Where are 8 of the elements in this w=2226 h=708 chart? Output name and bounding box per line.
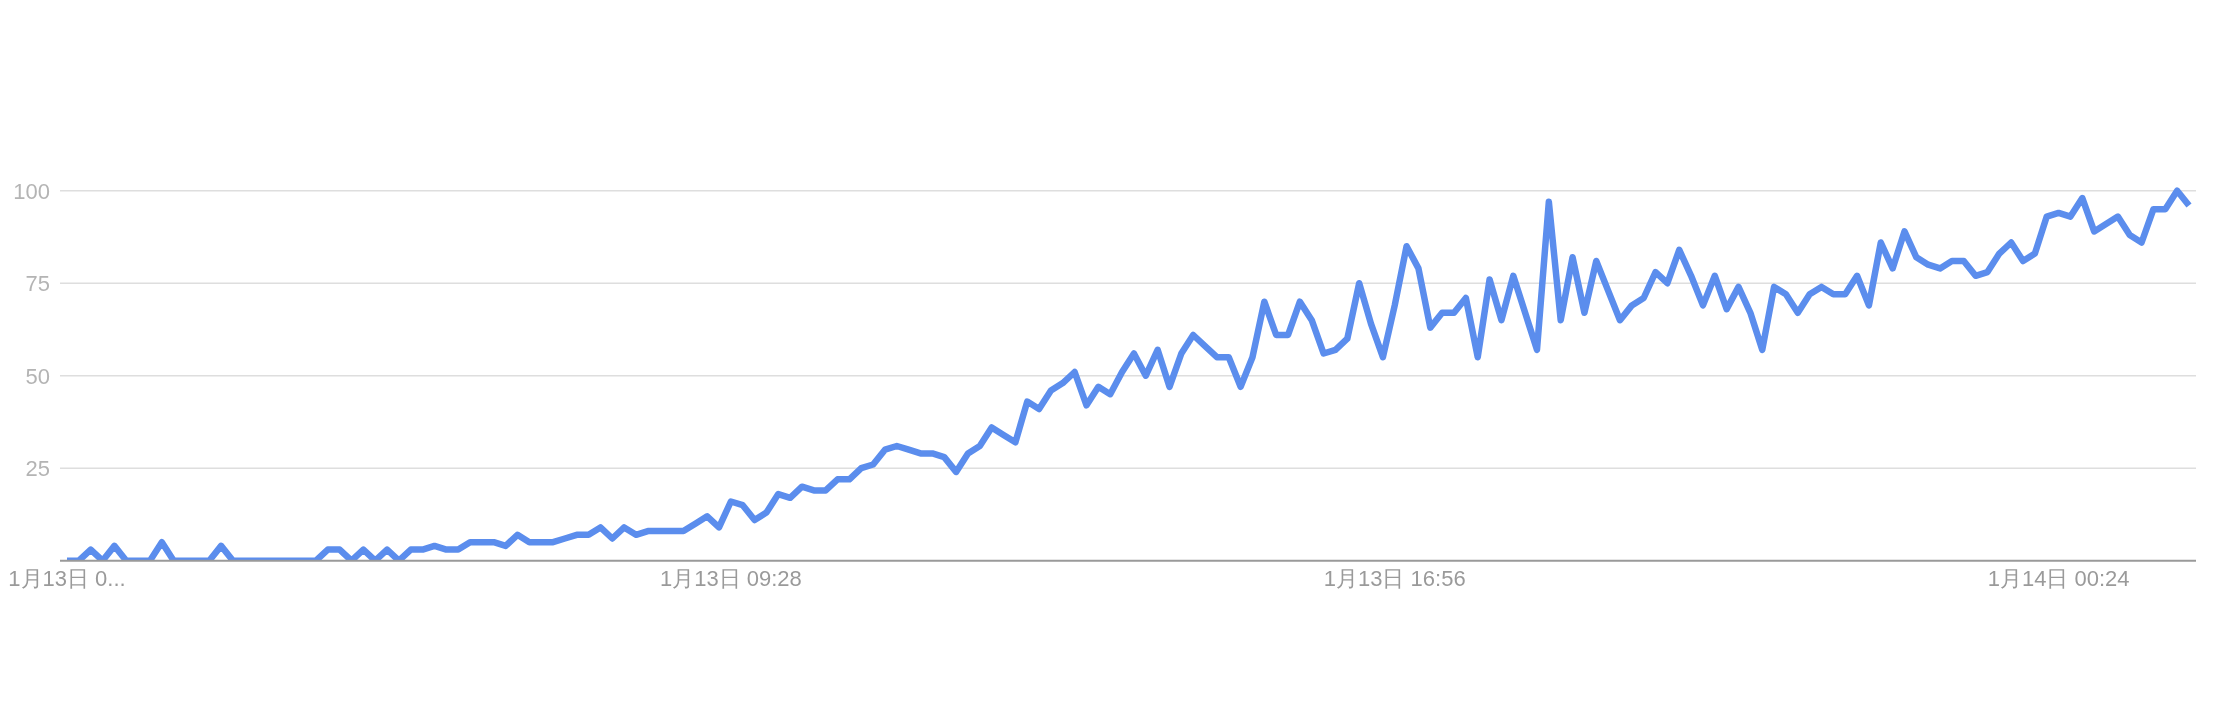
x-tick-label: 1月13日 16:56 bbox=[1323, 566, 1466, 591]
y-tick-label: 50 bbox=[25, 363, 50, 389]
x-tick-label: 1月13日 09:28 bbox=[659, 566, 802, 591]
y-tick-label: 100 bbox=[13, 178, 50, 204]
y-tick-label: 75 bbox=[25, 271, 50, 297]
x-tick-label: 1月14日 00:24 bbox=[1987, 566, 2130, 591]
y-tick-label: 25 bbox=[25, 456, 50, 482]
x-tick-label: 1月13日 0... bbox=[8, 566, 126, 591]
